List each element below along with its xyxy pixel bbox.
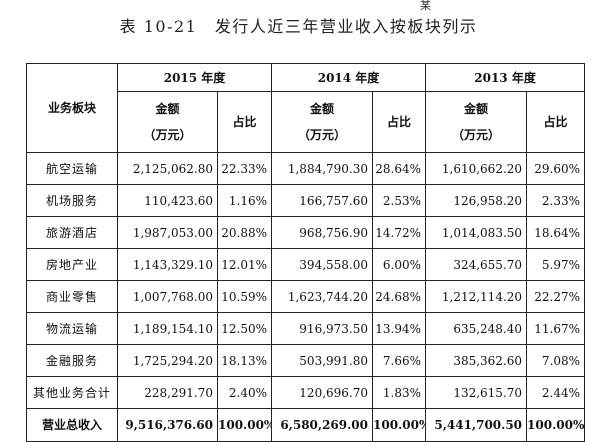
share-2013: 29.60% xyxy=(526,152,586,185)
total-share-2013: 100.00% xyxy=(526,408,586,442)
amount-2015: 2,125,062.80 xyxy=(117,152,218,185)
amount-header-2015: 金额 （万元） xyxy=(117,91,218,153)
table-row: 其他业务合计 228,291.70 2.40% 120,696.70 1.83% 132,… xyxy=(26,376,586,409)
amount-2014: 120,696.70 xyxy=(271,376,374,409)
segment-name: 金融服务 xyxy=(26,344,118,377)
total-amount-2013: 5,441,700.50 xyxy=(425,408,528,442)
share-2013: 18.64% xyxy=(526,216,586,249)
table-row: 金融服务 1,725,294.20 18.13% 503,991.80 7.66% 385… xyxy=(26,344,586,377)
amount-2015: 1,987,053.00 xyxy=(117,216,218,249)
total-share-2015: 100.00% xyxy=(216,408,273,442)
share-header-2015: 占比 xyxy=(216,91,273,153)
segment-name: 物流运输 xyxy=(26,312,118,345)
share-2013: 2.44% xyxy=(526,376,586,409)
table-row: 房地产业 1,143,329.10 12.01% 394,558.00 6.00% 324… xyxy=(26,248,586,281)
amount-2015: 1,143,329.10 xyxy=(117,248,218,281)
amount-2015: 1,189,154.10 xyxy=(117,312,218,345)
amount-2014: 503,991.80 xyxy=(271,344,374,377)
stray-mark: 某 xyxy=(420,0,431,12)
table-row: 旅游酒店 1,987,053.00 20.88% 968,756.90 14.72% 1,… xyxy=(26,216,586,249)
amount-2014: 166,757.60 xyxy=(271,184,374,217)
share-2013: 7.08% xyxy=(526,344,586,377)
amount-2013: 635,248.40 xyxy=(425,312,528,345)
total-amount-2014: 6,580,269.00 xyxy=(271,408,374,442)
share-2014: 2.53% xyxy=(372,184,427,217)
amount-2013: 126,958.20 xyxy=(425,184,528,217)
amount-header-2013: 金额 （万元） xyxy=(425,91,528,153)
share-2015: 10.59% xyxy=(216,280,273,313)
share-2015: 2.40% xyxy=(216,376,273,409)
total-label: 营业总收入 xyxy=(26,408,118,442)
segment-name: 航空运输 xyxy=(26,152,118,185)
share-2013: 11.67% xyxy=(526,312,586,345)
share-2014: 6.00% xyxy=(372,248,427,281)
share-2014: 24.68% xyxy=(372,280,427,313)
amount-2015: 1,007,768.00 xyxy=(117,280,218,313)
share-2014: 14.72% xyxy=(372,216,427,249)
year-header-2014: 2014 年度 xyxy=(271,63,427,92)
segment-name: 旅游酒店 xyxy=(26,216,118,249)
amount-2015: 1,725,294.20 xyxy=(117,344,218,377)
share-2015: 12.50% xyxy=(216,312,273,345)
table-row: 物流运输 1,189,154.10 12.50% 916,973.50 13.94% 63… xyxy=(26,312,586,345)
segment-name: 其他业务合计 xyxy=(26,376,118,409)
amount-2014: 968,756.90 xyxy=(271,216,374,249)
amount-2013: 132,615.70 xyxy=(425,376,528,409)
table-row: 商业零售 1,007,768.00 10.59% 1,623,744.20 24.68%… xyxy=(26,280,586,313)
amount-2013: 1,610,662.20 xyxy=(425,152,528,185)
share-header-2014: 占比 xyxy=(372,91,427,153)
share-2013: 5.97% xyxy=(526,248,586,281)
share-2014: 7.66% xyxy=(372,344,427,377)
share-2013: 2.33% xyxy=(526,184,586,217)
share-2015: 22.33% xyxy=(216,152,273,185)
share-2015: 1.16% xyxy=(216,184,273,217)
amount-2013: 1,212,114.20 xyxy=(425,280,528,313)
share-2014: 1.83% xyxy=(372,376,427,409)
table-caption: 表 10-21 发行人近三年营业收入按板块列示 xyxy=(119,17,478,36)
table-row: 机场服务 110,423.60 1.16% 166,757.60 2.53% 126,95… xyxy=(26,184,586,217)
total-share-2014: 100.00% xyxy=(372,408,427,442)
segment-name: 商业零售 xyxy=(26,280,118,313)
table-body: 航空运输 2,125,062.80 22.33% 1,884,790.30 28.64%… xyxy=(26,152,586,409)
amount-2014: 1,884,790.30 xyxy=(271,152,374,185)
total-row: 营业总收入 9,516,376.60 100.00% 6,580,269.00 … xyxy=(26,408,586,442)
year-header-2015: 2015 年度 xyxy=(116,63,273,92)
share-header-2013: 占比 xyxy=(526,91,586,153)
amount-2014: 394,558.00 xyxy=(271,248,374,281)
share-2015: 12.01% xyxy=(216,248,273,281)
segment-name: 房地产业 xyxy=(26,248,118,281)
total-amount-2015: 9,516,376.60 xyxy=(117,408,218,442)
table-row: 航空运输 2,125,062.80 22.33% 1,884,790.30 28.64%… xyxy=(26,152,586,185)
amount-header-2014: 金额 （万元） xyxy=(271,91,374,153)
amount-2013: 385,362.60 xyxy=(425,344,528,377)
amount-2013: 324,655.70 xyxy=(425,248,528,281)
revenue-table: 业务板块 2015 年度 2014 年度 2013 年度 金额 （万元） 占比 金… xyxy=(26,63,586,442)
amount-2014: 916,973.50 xyxy=(271,312,374,345)
amount-2015: 110,423.60 xyxy=(117,184,218,217)
segment-name: 机场服务 xyxy=(26,184,118,217)
year-header-2013: 2013 年度 xyxy=(425,63,586,92)
amount-2015: 228,291.70 xyxy=(117,376,218,409)
share-2014: 28.64% xyxy=(372,152,427,185)
share-2014: 13.94% xyxy=(372,312,427,345)
amount-2014: 1,623,744.20 xyxy=(271,280,374,313)
segment-header: 业务板块 xyxy=(26,63,118,153)
amount-2013: 1,014,083.50 xyxy=(425,216,528,249)
share-2015: 18.13% xyxy=(216,344,273,377)
share-2013: 22.27% xyxy=(526,280,586,313)
share-2015: 20.88% xyxy=(216,216,273,249)
